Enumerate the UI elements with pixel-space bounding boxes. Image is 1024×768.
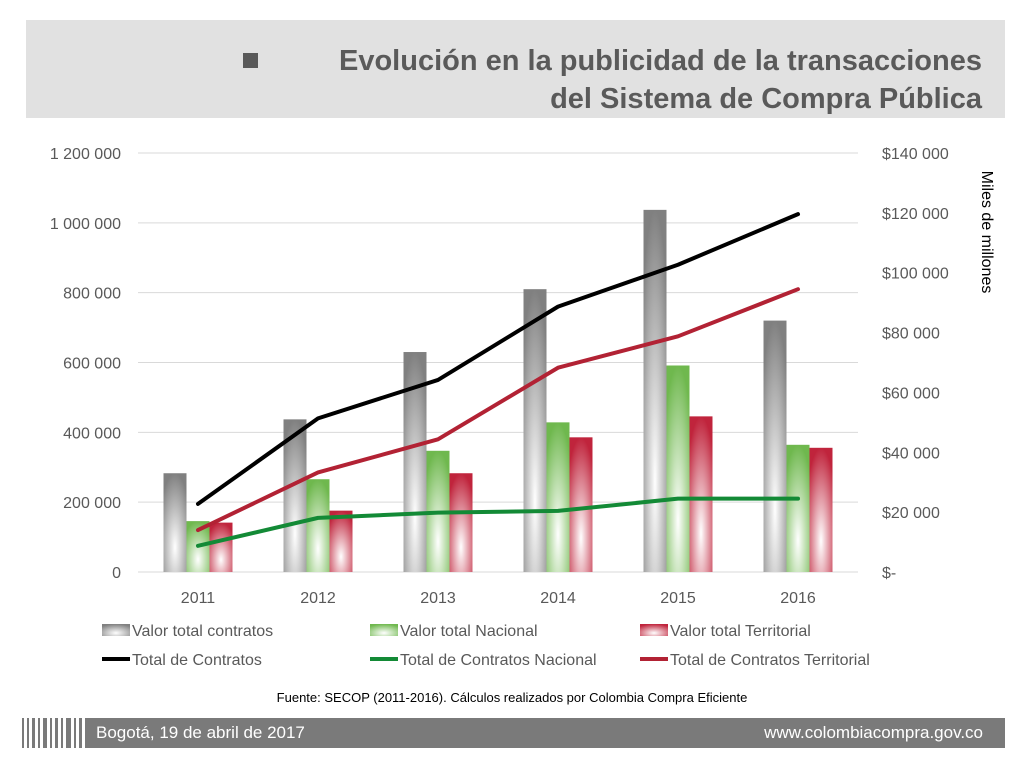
legend-label: Valor total contratos (132, 623, 273, 640)
right-axis-tick-label: $120 000 (882, 206, 949, 223)
line-total-de-contratos (196, 212, 800, 506)
bar-valor-total-contratos (643, 209, 667, 572)
line-total-de-contratos-nacional (196, 496, 800, 548)
bar-valor-total-contratos (283, 419, 307, 572)
bar-valor-total-territorial (209, 522, 233, 572)
axes: 0 200 000 400 000 600 000 800 000 1 000 000 1 … (50, 146, 995, 607)
legend-label: Valor total Territorial (670, 623, 811, 640)
source-note: Fuente: SECOP (2011-2016). Cálculos real… (276, 690, 748, 705)
right-axis-label: Miles de millones (978, 171, 995, 294)
bar-valor-total-contratos (163, 473, 187, 572)
right-axis-tick-label: $- (882, 565, 896, 582)
legend-label: Total de Contratos (132, 652, 262, 669)
right-axis-tick-label: $100 000 (882, 266, 949, 283)
footer-bar: Bogotá, 19 de abril de 2017 www.colombia… (88, 718, 1005, 748)
line-total-de-contratos-territorial (196, 287, 800, 533)
left-axis-tick-label: 0 (112, 565, 121, 582)
bar-valor-total-territorial (449, 473, 473, 572)
page-title: Evolución en la publicidad de la transac… (339, 42, 982, 118)
legend-swatch (370, 624, 398, 636)
title-line-1: Evolución en la publicidad de la transac… (338, 45, 982, 77)
legend-label: Total de Contratos Territorial (670, 652, 870, 669)
legend-swatch (102, 624, 130, 636)
left-axis-tick-label: 600 000 (63, 356, 121, 373)
bars (163, 209, 833, 572)
footer-website-link[interactable]: www.colombiacompra.gov.co (764, 723, 983, 742)
legend: Valor total contratos Valor total Naciona… (102, 623, 870, 669)
x-axis-tick-label: 2015 (660, 590, 696, 607)
title-line-2: del Sistema de Compra Pública (550, 83, 982, 115)
left-axis-tick-label: 1 000 000 (50, 216, 121, 233)
bar-valor-total-nacional (306, 479, 330, 572)
bar-valor-total-nacional (546, 422, 570, 572)
bar-valor-total-nacional (786, 444, 810, 572)
footer-date: Bogotá, 19 de abril de 2017 (96, 723, 305, 742)
bar-valor-total-territorial (569, 437, 593, 572)
bar-valor-total-territorial (329, 510, 353, 572)
left-axis-tick-label: 1 200 000 (50, 146, 121, 163)
right-axis-tick-label: $80 000 (882, 326, 940, 343)
left-axis-tick-label: 200 000 (63, 495, 121, 512)
bar-valor-total-territorial (689, 416, 713, 572)
right-axis-tick-label: $40 000 (882, 445, 940, 462)
lines (196, 212, 800, 548)
right-axis-tick-label: $60 000 (882, 385, 940, 402)
bar-valor-total-contratos (763, 320, 787, 572)
x-axis-tick-label: 2013 (420, 590, 456, 607)
title-band (26, 20, 1005, 118)
legend-label: Valor total Nacional (400, 623, 538, 640)
right-axis-tick-label: $20 000 (882, 505, 940, 522)
bar-valor-total-territorial (809, 447, 833, 572)
bar-valor-total-contratos (523, 289, 547, 572)
x-axis-tick-label: 2014 (540, 590, 576, 607)
x-axis-tick-label: 2016 (780, 590, 816, 607)
bar-valor-total-contratos (403, 352, 427, 572)
left-axis-tick-label: 800 000 (63, 286, 121, 303)
chart: 0 200 000 400 000 600 000 800 000 1 000 000 1 … (50, 146, 995, 669)
legend-label: Total de Contratos Nacional (400, 652, 597, 669)
x-axis-tick-label: 2011 (181, 590, 216, 607)
right-axis-tick-label: $140 000 (882, 146, 949, 163)
bar-valor-total-nacional (666, 365, 690, 572)
barcode-stripes-icon (22, 718, 88, 748)
left-axis-tick-label: 400 000 (63, 425, 121, 442)
title-bullet-icon (243, 53, 258, 68)
legend-swatch (640, 624, 668, 636)
x-axis-tick-label: 2012 (300, 590, 336, 607)
grid-lines (138, 152, 858, 573)
